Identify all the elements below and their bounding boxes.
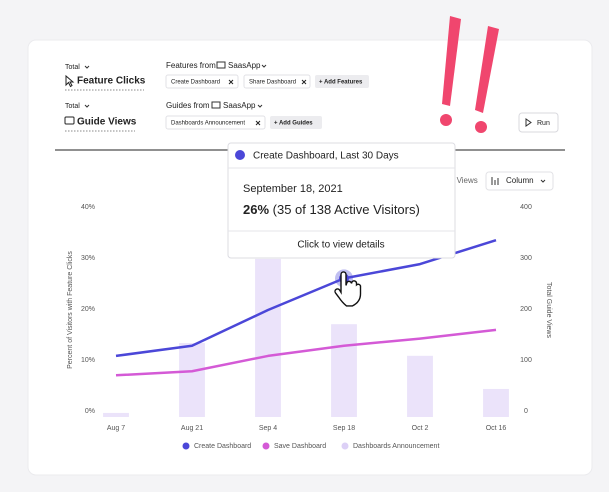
legend-swatch (262, 442, 270, 450)
x-tick-label: Sep 4 (259, 425, 277, 432)
bar (331, 324, 357, 417)
column-icon (491, 177, 499, 185)
app[interactable]: SaasApp (228, 61, 261, 70)
chevron (257, 104, 263, 108)
metric[interactable]: Feature Clicks (77, 76, 146, 87)
y-axis-title: Percent of Visitors with Feature Clicks (67, 251, 74, 369)
chart-type: Column (506, 176, 534, 185)
y2-tick-label: 200 (520, 306, 532, 313)
legend-swatch (341, 442, 349, 450)
chip-remove[interactable] (301, 79, 307, 85)
tooltip-value: 26% (35 of 138 Active Visitors) (243, 202, 420, 217)
run-button[interactable] (518, 112, 559, 133)
x-tick-label: Sep 18 (333, 425, 355, 432)
chevron (84, 65, 90, 69)
chip[interactable] (165, 115, 266, 130)
chip[interactable] (243, 74, 311, 89)
y-tick-label: 40% (81, 204, 95, 211)
bar (483, 388, 509, 417)
chip-label: Share Dashboard (249, 80, 296, 86)
guide-icon (64, 116, 75, 125)
x-tick-label: Aug 7 (107, 425, 125, 432)
plot: 0% 10% 20% 30% 40% 0 100 200 300 400 Percent of Vi… (67, 204, 552, 450)
metric[interactable]: Guide Views (77, 117, 137, 128)
tooltip-date: September 18, 2021 (243, 183, 343, 195)
aggregate[interactable]: Total (65, 103, 80, 110)
line (115, 328, 497, 377)
chart-type-select[interactable] (485, 171, 554, 191)
run-label: Run (537, 120, 550, 127)
y-tick-label: 0% (85, 408, 95, 415)
chevron (540, 179, 546, 183)
add-label: + Add Guides (274, 121, 313, 127)
app-icon (211, 101, 221, 109)
y2-tick-label: 300 (520, 255, 532, 262)
add-button[interactable] (270, 116, 322, 129)
y2-tick-label: 400 (520, 204, 532, 211)
bar (179, 343, 205, 417)
line (115, 238, 497, 358)
hand-cursor (334, 271, 362, 307)
chip-remove[interactable] (228, 79, 234, 85)
y2-tick-label: 100 (520, 357, 532, 364)
y-tick-label: 10% (81, 357, 95, 364)
percent: 26% (243, 202, 269, 217)
x-tick-label: Oct 16 (486, 425, 507, 432)
legend-label: Save Dashboard (274, 443, 326, 450)
legend-label: Create Dashboard (194, 443, 251, 450)
app-icon (216, 61, 226, 69)
app[interactable]: SaasApp (223, 101, 256, 110)
click-icon (65, 74, 75, 88)
chip-remove[interactable] (255, 120, 261, 126)
tooltip-dot (235, 150, 245, 160)
x-tick-label: Oct 2 (412, 425, 429, 432)
y2-axis-title: Total Guide Views (545, 282, 552, 338)
chip-label: Create Dashboard (171, 80, 220, 86)
y2-tick-label: 0 (524, 408, 528, 415)
chevron (261, 64, 267, 68)
legend-label: Dashboards Announcement (353, 443, 439, 450)
detail: (35 of 138 Active Visitors) (273, 202, 420, 217)
chip[interactable] (165, 74, 239, 89)
bar (103, 412, 129, 417)
play-icon (525, 118, 532, 127)
tooltip-title: Create Dashboard, Last 30 Days (253, 151, 399, 162)
chevron (84, 104, 90, 108)
add-button[interactable] (315, 75, 369, 88)
source-label: Guides from (166, 101, 210, 110)
source-label: Features from (166, 61, 216, 70)
tooltip-action[interactable]: Click to view details (297, 240, 384, 251)
add-label: + Add Features (319, 80, 363, 86)
exclamations (440, 16, 499, 133)
tooltip-layer: Create Dashboard, Last 30 Days September… (227, 142, 456, 259)
aggregate[interactable]: Total (65, 64, 80, 71)
x-tick-label: Aug 21 (181, 425, 203, 432)
legend-swatch (182, 442, 190, 450)
bar (255, 258, 281, 417)
bar (407, 355, 433, 417)
y-tick-label: 30% (81, 255, 95, 262)
y-tick-label: 20% (81, 306, 95, 313)
chip-label: Dashboards Announcement (171, 121, 245, 127)
tooltip[interactable] (227, 142, 456, 259)
